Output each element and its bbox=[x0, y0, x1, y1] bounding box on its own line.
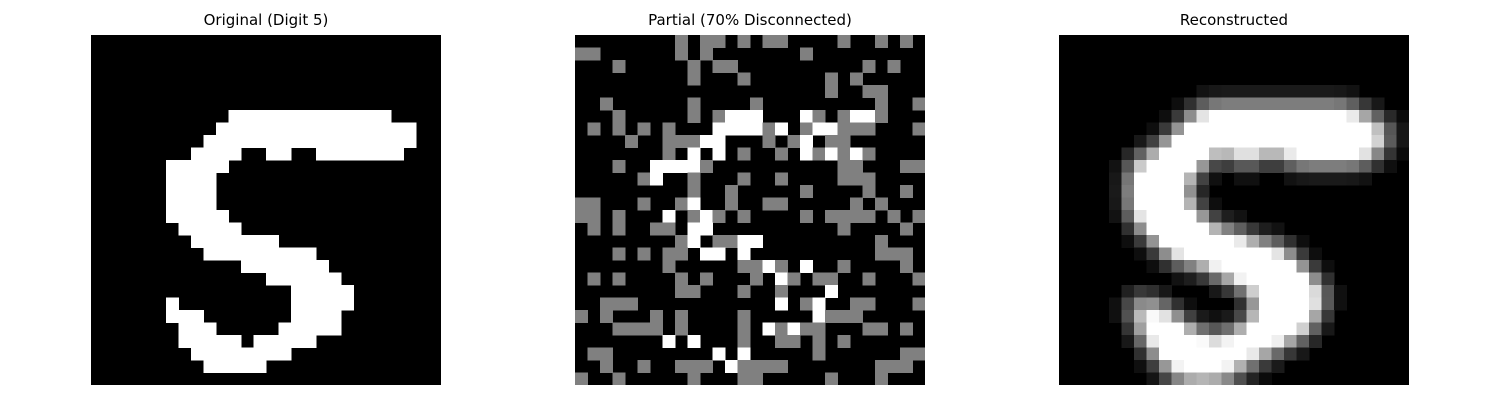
panel-title-original: Original (Digit 5) bbox=[203, 11, 329, 29]
panel-title-partial: Partial (70% Disconnected) bbox=[648, 11, 852, 29]
partial-digit-image bbox=[575, 35, 925, 385]
reconstructed-digit-image bbox=[1059, 35, 1409, 385]
panel-title-reconstructed: Reconstructed bbox=[1179, 11, 1289, 29]
original-digit-image bbox=[91, 35, 441, 385]
